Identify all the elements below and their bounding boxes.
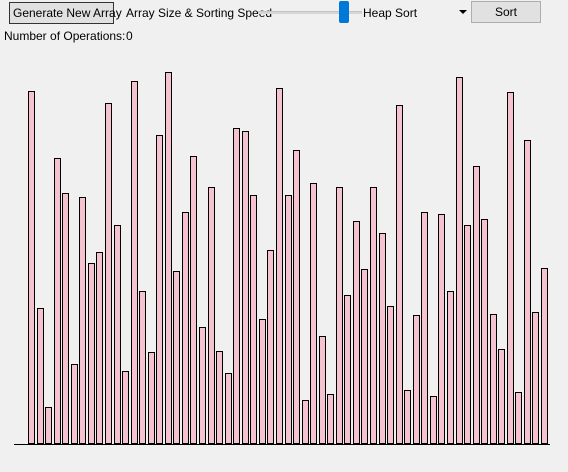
array-bar — [28, 91, 35, 444]
speed-slider-thumb[interactable] — [339, 1, 350, 23]
array-bar — [524, 140, 531, 444]
array-bar — [507, 92, 514, 444]
array-bar — [310, 183, 317, 444]
array-bar — [481, 219, 488, 444]
array-bar — [404, 390, 411, 444]
array-bar — [37, 308, 44, 444]
array-bar — [267, 250, 274, 444]
array-bar — [148, 352, 155, 444]
array-bar — [190, 156, 197, 444]
array-bar — [498, 349, 505, 444]
array-bar — [45, 407, 52, 444]
bars-baseline — [14, 444, 550, 445]
array-bar — [250, 195, 257, 444]
array-bar — [336, 187, 343, 444]
array-bar — [353, 221, 360, 444]
array-bar — [370, 187, 377, 444]
array-bar — [114, 225, 121, 444]
array-bar — [165, 72, 172, 444]
array-size-speed-label: Array Size & Sorting Speed — [126, 6, 273, 20]
operations-count-label: Number of Operations: — [4, 29, 126, 43]
array-bar — [62, 193, 69, 444]
algorithm-select-value: Heap Sort — [363, 6, 418, 20]
array-bar — [327, 394, 334, 444]
array-bar — [208, 187, 215, 444]
array-bar — [79, 197, 86, 444]
generate-new-array-button[interactable]: Generate New Array — [9, 2, 122, 24]
array-bar — [447, 291, 454, 444]
array-bar — [216, 351, 223, 444]
array-bar — [233, 128, 240, 444]
array-bar — [199, 327, 206, 444]
array-bar — [96, 252, 103, 444]
array-bar — [173, 271, 180, 444]
array-bar — [379, 233, 386, 444]
array-bar — [242, 131, 249, 444]
array-bar — [413, 315, 420, 444]
array-bar — [430, 396, 437, 444]
array-bar — [319, 336, 326, 444]
array-bar — [421, 212, 428, 444]
array-bar — [88, 263, 95, 444]
array-bar — [344, 295, 351, 444]
array-bar — [515, 392, 522, 444]
array-bar — [156, 135, 163, 444]
array-bar — [490, 314, 497, 444]
array-bar — [532, 312, 539, 444]
array-bar — [438, 214, 445, 444]
array-bar — [122, 371, 129, 444]
array-bar — [71, 364, 78, 444]
array-bar — [276, 88, 283, 444]
array-bar — [105, 103, 112, 444]
array-bar — [139, 291, 146, 444]
array-bar — [131, 81, 138, 444]
array-bar — [182, 212, 189, 444]
speed-slider-track[interactable] — [258, 11, 362, 14]
array-bar — [456, 77, 463, 444]
array-bar — [293, 150, 300, 444]
array-bar — [473, 166, 480, 444]
algorithm-select[interactable]: Heap Sort — [360, 1, 468, 23]
array-bar — [259, 319, 266, 444]
chevron-down-icon[interactable] — [459, 10, 467, 14]
array-bar — [387, 306, 394, 444]
array-bar — [541, 268, 548, 444]
array-bar — [285, 195, 292, 444]
array-bar — [396, 105, 403, 444]
sort-button[interactable]: Sort — [471, 1, 541, 23]
array-bars-canvas — [0, 40, 568, 472]
operations-count-value: 0 — [126, 29, 133, 43]
array-bar — [464, 225, 471, 444]
array-bar — [361, 269, 368, 444]
array-bar — [225, 373, 232, 444]
array-bar — [54, 158, 61, 444]
array-bar — [302, 400, 309, 444]
